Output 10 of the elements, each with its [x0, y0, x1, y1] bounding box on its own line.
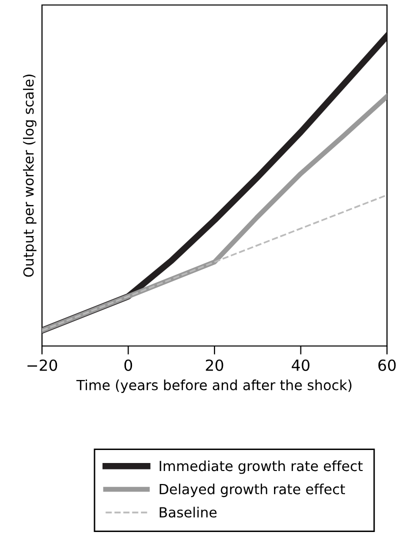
x-tick-label: 40: [292, 359, 310, 372]
x-axis-title: Time (years before and after the shock): [76, 380, 352, 393]
y-axis-title: Output per worker (log scale): [23, 74, 36, 277]
x-tick-label: 60: [378, 359, 396, 372]
x-tick-label: −20: [27, 359, 58, 372]
x-tick-label: 0: [124, 359, 132, 372]
legend-label: Immediate growth rate effect: [160, 460, 363, 474]
legend-label: Delayed growth rate effect: [160, 484, 345, 498]
x-tick-label: 20: [206, 359, 224, 372]
legend-label: Baseline: [160, 506, 217, 518]
